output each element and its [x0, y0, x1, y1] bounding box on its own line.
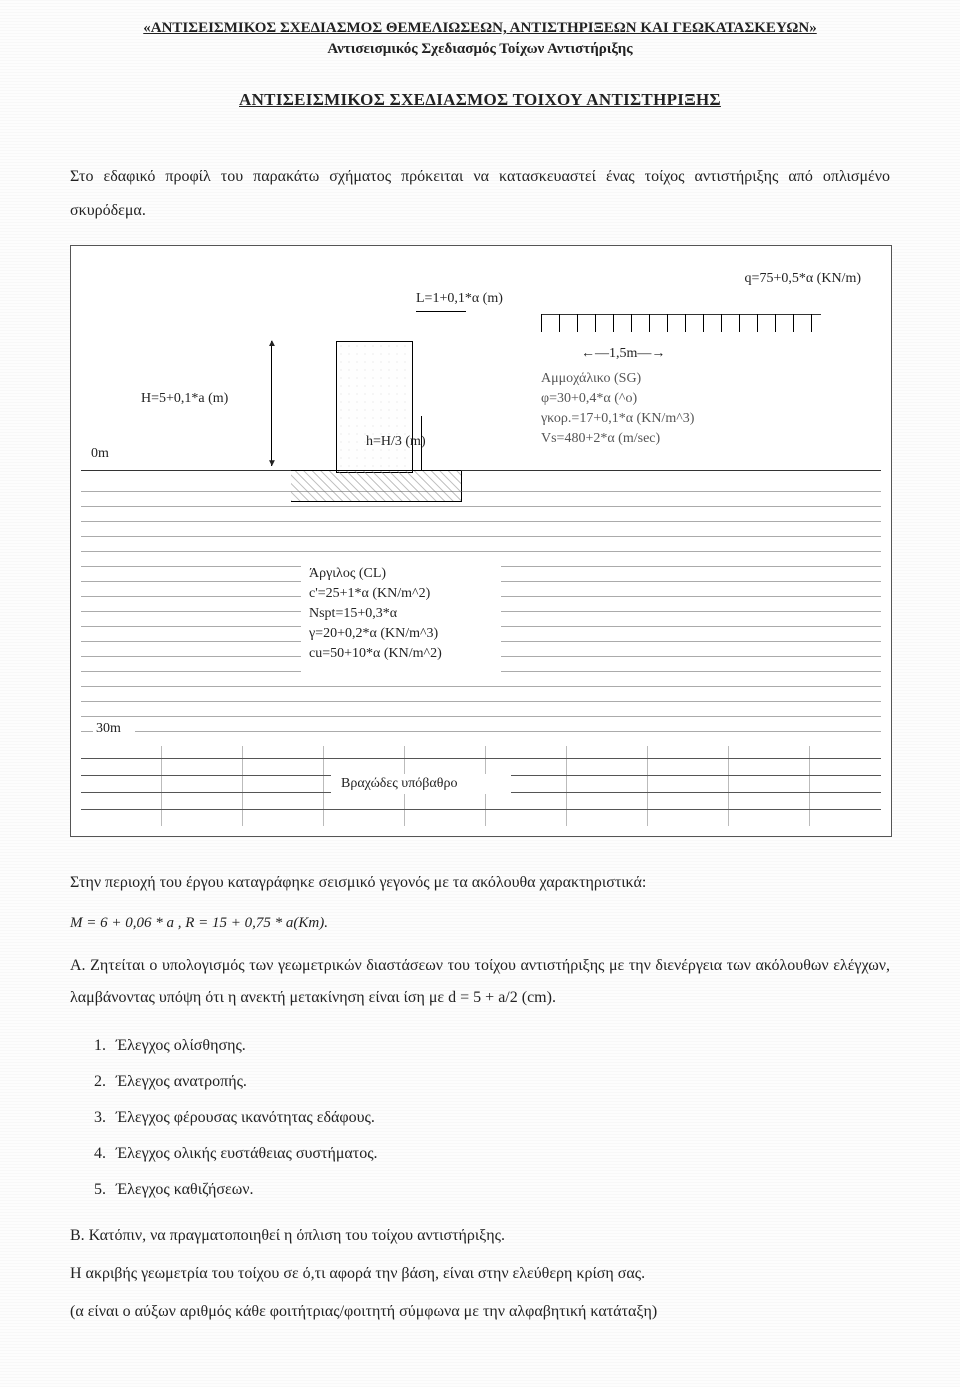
clay-cu: cu=50+10*α (KN/m^2) [309, 646, 442, 662]
wall-stem [336, 341, 413, 473]
rock-label: Βραχώδες υπόβαθρο [341, 776, 457, 792]
figure-diagram: q=75+0,5*α (KN/m) L=1+0,1*α (m) ←—1,5m—→… [70, 245, 892, 837]
H-dim-line [271, 341, 272, 466]
section-A: Α. Ζητείται ο υπολογισμός των γεωμετρικώ… [70, 950, 890, 1014]
document-title: ΑΝΤΙΣΕΙΣΜΙΚΟΣ ΣΧΕΔΙΑΣΜΟΣ ΤΟΙΧΟΥ ΑΝΤΙΣΤΗΡ… [70, 90, 890, 110]
surcharge-arrows [541, 314, 821, 332]
clay-name: Άργιλος (CL) [309, 566, 386, 582]
clay-label-bg [301, 566, 501, 681]
check-item: Έλεγχος φέρουσας ικανότητας εδάφους. [110, 1102, 890, 1134]
clay-nspt: Nspt=15+0,3*α [309, 606, 397, 622]
arrow-up-icon: ▲ [267, 338, 277, 349]
document-page: «ΑΝΤΙΣΕΙΣΜΙΚΟΣ ΣΧΕΔΙΑΣΜΟΣ ΘΕΜΕΛΙΩΣΕΩΝ, Α… [0, 0, 960, 1387]
H-label: H=5+0,1*a (m) [141, 391, 228, 407]
sg-gamma-kor: γκορ.=17+0,1*α (KN/m^3) [541, 411, 694, 427]
intro-paragraph: Στο εδαφικό προφίλ του παρακάτω σχήματος… [70, 160, 890, 227]
arrow-down-icon: ▼ [267, 458, 277, 469]
seismic-intro: Στην περιοχή του έργου καταγράφηκε σεισμ… [70, 867, 890, 899]
clay-gamma: γ=20+0,2*α (KN/m^3) [309, 626, 438, 642]
sg-name: Αμμοχάλικο (SG) [541, 371, 641, 387]
L-dim-line [416, 311, 466, 312]
check-item: Έλεγχος καθιζήσεων. [110, 1174, 890, 1206]
header-line2: Αντισεισμικός Σχεδιασμός Τοίχων Αντιστήρ… [70, 39, 890, 60]
q-load-label: q=75+0,5*α (KN/m) [745, 271, 861, 287]
sg-vs: Vs=480+2*α (m/sec) [541, 431, 660, 447]
check-item: Έλεγχος ολίσθησης. [110, 1030, 890, 1062]
section-B: Β. Κατόπιν, να πραγματοποιηθεί η όπλιση … [70, 1220, 890, 1252]
check-item: Έλεγχος ολικής ευστάθειας συστήματος. [110, 1138, 890, 1170]
ground-right [461, 470, 881, 471]
alpha-note: (α είναι ο αύξων αριθμός κάθε φοιτήτριας… [70, 1296, 890, 1328]
sg-phi: φ=30+0,4*α (^o) [541, 391, 637, 407]
h-dim-line [421, 416, 422, 471]
seismic-formula: M = 6 + 0,06 * a , R = 15 + 0,75 * a(Km)… [70, 915, 890, 932]
checks-list: Έλεγχος ολίσθησης. Έλεγχος ανατροπής. Έλ… [110, 1030, 890, 1206]
h-label: h=H/3 (m) [366, 434, 426, 450]
clay-c: c'=25+1*α (KN/m^2) [309, 586, 430, 602]
L-dim-label: L=1+0,1*α (m) [416, 291, 503, 307]
geometry-note: Η ακριβής γεωμετρία του τοίχου σε ό,τι α… [70, 1258, 890, 1290]
header-line1: «ΑΝΤΙΣΕΙΣΜΙΚΟΣ ΣΧΕΔΙΑΣΜΟΣ ΘΕΜΕΛΙΩΣΕΩΝ, Α… [70, 18, 890, 39]
zero-m-label: 0m [91, 446, 109, 462]
check-item: Έλεγχος ανατροπής. [110, 1066, 890, 1098]
dim-1-5m: ←—1,5m—→ [581, 346, 665, 362]
depth-30m: 30m [96, 721, 121, 737]
